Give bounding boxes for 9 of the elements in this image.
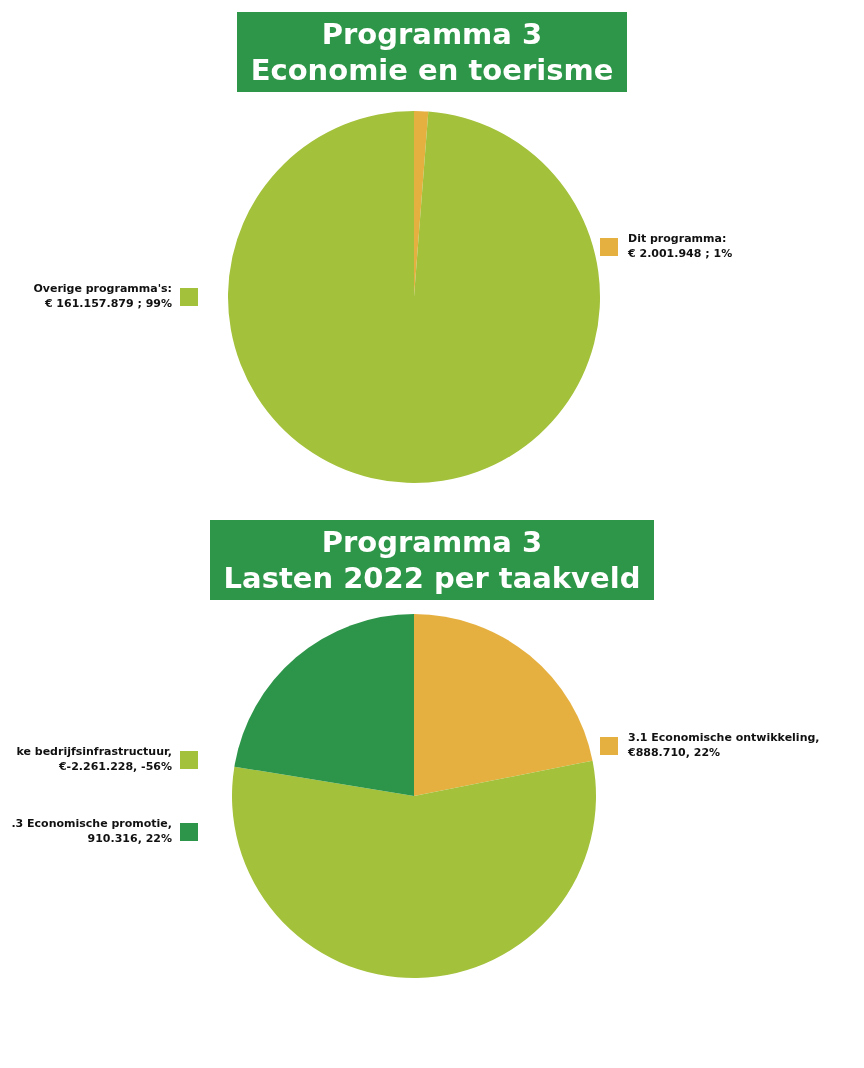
legend-label: Dit programma: € 2.001.948 ; 1% xyxy=(627,232,733,261)
chart-subtitle: Lasten 2022 per taakveld xyxy=(223,560,641,596)
chart-title: Programma 3 xyxy=(320,524,544,560)
slice-label: Overige programma's: € 161.157.879 ; 99% xyxy=(33,282,172,311)
chart-subtitle: Economie en toerisme xyxy=(250,52,614,88)
chart-title: Programma 3 xyxy=(320,16,544,52)
legend-label: ke bedrijfsinfrastructuur, €-2.261.228, -56% xyxy=(16,745,172,774)
slice-label: 3.1 Economische ontwikkeling, €888.710, 22% xyxy=(627,731,820,760)
legend-label: .3 Economische promotie, 910.316, 22% xyxy=(11,817,172,846)
